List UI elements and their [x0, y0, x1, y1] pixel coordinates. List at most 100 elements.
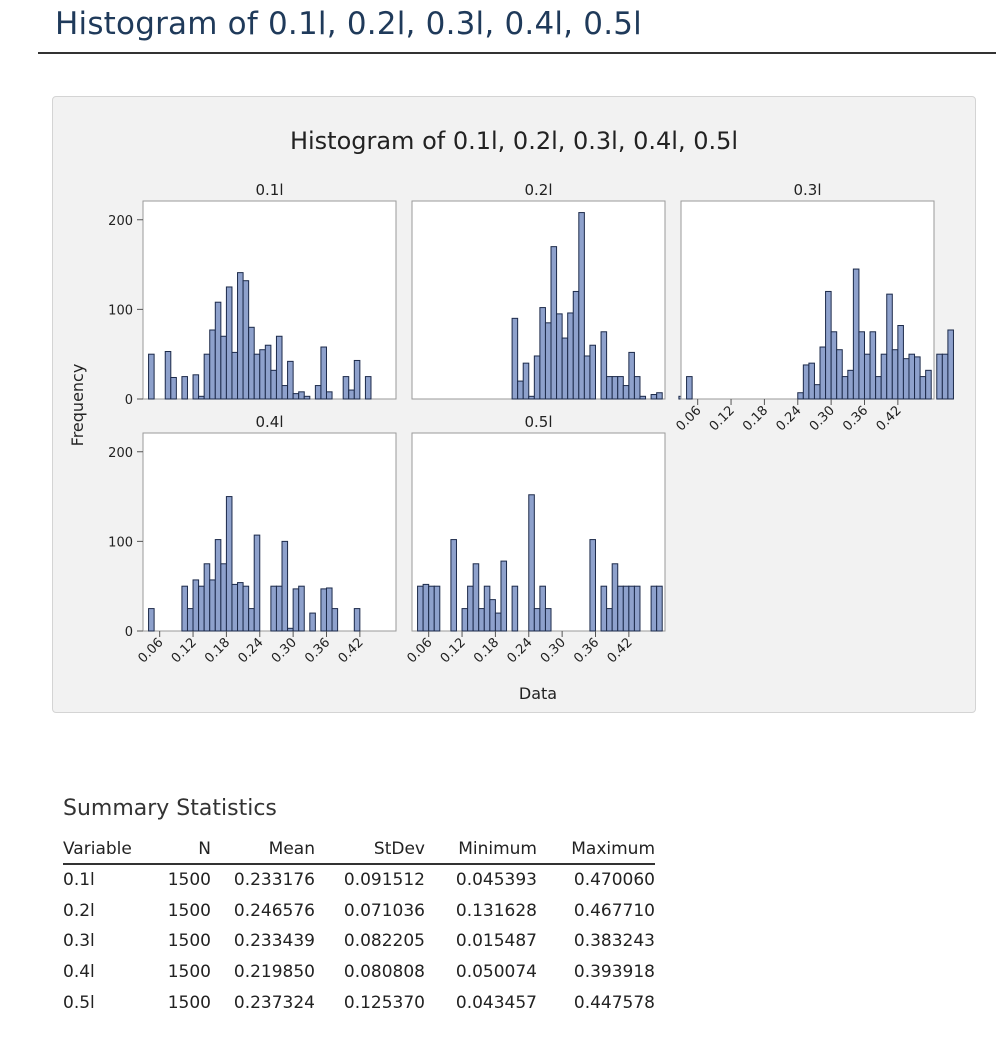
- histogram-bar: [314, 385, 322, 400]
- histogram-bar: [880, 353, 888, 400]
- cell-stdev: 0.071036: [343, 900, 425, 921]
- x-tick-label: 0.42: [336, 635, 367, 666]
- histogram-bar: [270, 369, 277, 400]
- summary-statistics-title: Summary Statistics: [63, 796, 277, 821]
- cell-minimum: 0.043457: [455, 992, 537, 1013]
- y-axis-label: Frequency: [68, 364, 87, 447]
- histogram-bar: [303, 395, 311, 400]
- cell-maximum: 0.467710: [573, 900, 655, 921]
- panel-label: 0.1l: [255, 181, 283, 199]
- histogram-bar: [287, 627, 294, 632]
- histogram-bar: [836, 349, 843, 400]
- histogram-bar: [656, 585, 663, 632]
- histogram-bar: [589, 539, 596, 632]
- histogram-bar: [186, 608, 194, 632]
- histogram-bar: [633, 585, 641, 632]
- table-row: 0.4l 1500 0.219850 0.080808 0.050074 0.3…: [63, 957, 655, 988]
- panel-label: 0.3l: [793, 181, 821, 199]
- histogram-bar: [611, 563, 619, 632]
- column-header-n: N: [155, 837, 211, 865]
- histogram-bar: [797, 392, 804, 400]
- histogram-bar: [897, 325, 904, 400]
- histogram-bar: [869, 331, 877, 400]
- histogram-bar: [192, 374, 200, 400]
- histogram-bar: [617, 585, 624, 632]
- y-tick-label: 0: [125, 393, 133, 408]
- histogram-bar: [214, 539, 222, 632]
- histogram-bar: [852, 268, 860, 400]
- histogram-bar: [450, 539, 457, 632]
- column-header-minimum: Minimum: [425, 837, 537, 865]
- cell-n: 1500: [167, 870, 211, 891]
- histogram-bar: [622, 385, 630, 400]
- histogram-bar: [281, 385, 289, 400]
- x-tick-label: 0.24: [236, 635, 267, 666]
- panel-label: 0.2l: [524, 181, 552, 199]
- histogram-bar: [847, 369, 854, 400]
- cell-n: 1500: [167, 900, 211, 921]
- histogram-bar: [164, 351, 172, 400]
- histogram-bar: [600, 585, 608, 632]
- histogram-bar: [528, 395, 535, 400]
- histogram-bar: [628, 351, 635, 400]
- histogram-bar: [528, 494, 535, 632]
- histogram-bar: [220, 335, 227, 400]
- cell-stdev: 0.082205: [343, 931, 425, 952]
- histogram-bar: [242, 280, 250, 400]
- histogram-bar: [353, 608, 361, 632]
- histogram-bar: [533, 355, 541, 400]
- histogram-bar: [919, 376, 927, 400]
- histogram-bar: [650, 585, 658, 632]
- histogram-bar: [231, 351, 239, 400]
- y-tick-label: 200: [108, 214, 133, 229]
- x-tick-label: 0.30: [538, 635, 569, 666]
- histogram-chart: Histogram of 0.1l, 0.2l, 0.3l, 0.4l, 0.5…: [68, 127, 954, 703]
- histogram-bar: [259, 349, 266, 400]
- cell-minimum: 0.131628: [455, 900, 537, 921]
- histogram-bar: [825, 290, 832, 400]
- page-title: Histogram of 0.1l, 0.2l, 0.3l, 0.4l, 0.5…: [55, 6, 642, 42]
- cell-minimum: 0.015487: [455, 931, 537, 952]
- histogram-bar: [522, 362, 530, 400]
- histogram-bar: [606, 376, 613, 400]
- histogram-bar: [292, 393, 300, 400]
- histogram-bar: [572, 290, 580, 400]
- cell-maximum: 0.393918: [573, 962, 655, 983]
- histogram-bar: [148, 608, 155, 632]
- histogram-bar: [606, 608, 613, 632]
- histogram-bar: [170, 376, 177, 400]
- histogram-bar: [248, 326, 255, 400]
- histogram-bar: [342, 376, 350, 400]
- histogram-bar: [639, 395, 647, 400]
- summary-statistics-table: Variable N Mean StDev Minimum Maximum 0.…: [63, 837, 655, 1018]
- histogram-bar: [292, 588, 300, 632]
- histogram-bar: [578, 212, 585, 400]
- x-tick-label: 0.42: [874, 403, 905, 434]
- histogram-bar: [148, 353, 155, 400]
- histogram-bar: [617, 376, 624, 400]
- histogram-bar: [583, 355, 591, 400]
- panel-label: 0.4l: [255, 413, 283, 431]
- cell-n: 1500: [167, 992, 211, 1013]
- x-tick-label: 0.12: [707, 403, 738, 434]
- histogram-bar: [253, 534, 261, 632]
- histogram-bar: [841, 376, 849, 400]
- table-row: 0.5l 1500 0.237324 0.125370 0.043457 0.4…: [63, 987, 655, 1018]
- histogram-bar: [875, 376, 882, 400]
- histogram-bar: [914, 356, 921, 400]
- histogram-bar: [556, 313, 563, 400]
- histogram-bar: [461, 608, 469, 632]
- column-header-variable: Variable: [63, 837, 155, 865]
- panel-frame: [142, 432, 397, 632]
- histogram-bar: [428, 585, 435, 632]
- histogram-bar: [203, 563, 211, 632]
- y-tick-label: 0: [125, 625, 133, 640]
- histogram-bar: [633, 376, 641, 400]
- histogram-bar: [220, 563, 227, 632]
- cell-maximum: 0.447578: [573, 992, 655, 1013]
- panel-label: 0.5l: [524, 413, 552, 431]
- histogram-bar: [628, 585, 635, 632]
- cell-variable: 0.4l: [63, 962, 95, 983]
- histogram-bar: [203, 353, 211, 400]
- cell-variable: 0.1l: [63, 870, 95, 891]
